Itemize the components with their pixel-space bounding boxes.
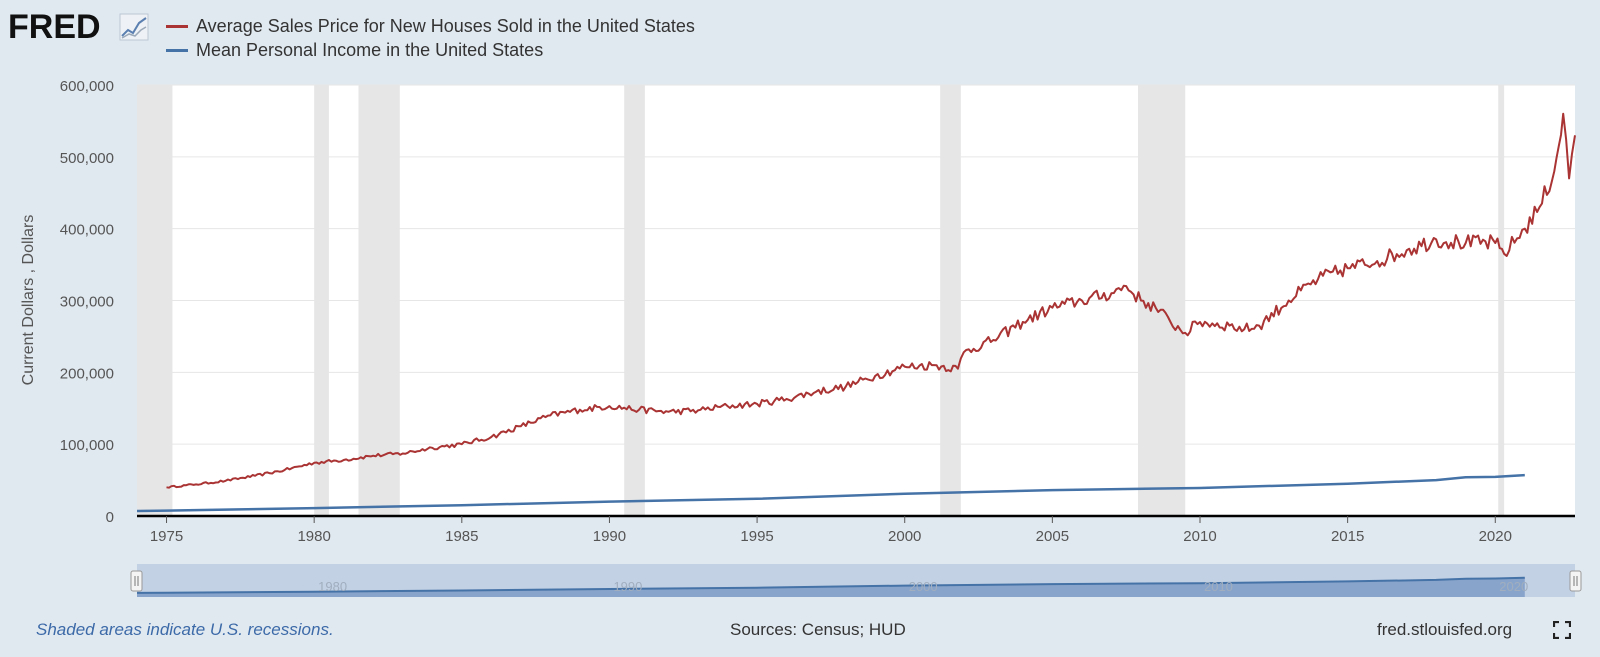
legend-label-house-price: Average Sales Price for New Houses Sold … [196, 15, 695, 36]
y-tick-label: 300,000 [60, 294, 114, 311]
y-axis-label: Current Dollars , Dollars [20, 215, 37, 386]
x-tick-label: 2015 [1331, 528, 1364, 545]
fred-logo-text: FRED [8, 8, 101, 44]
series-line-house-price[interactable] [166, 112, 1576, 489]
x-tick-label: 1975 [150, 528, 183, 545]
navigator-tick-label: 1990 [613, 579, 642, 594]
navigator-tick-label: 2020 [1499, 579, 1528, 594]
y-axis-ticks: 0 100,000 200,000 300,000 400,000 500,000 600,… [60, 78, 114, 526]
site-link[interactable]: fred.stlouisfed.org [1377, 620, 1513, 639]
y-tick-label: 400,000 [60, 222, 114, 239]
x-tick-label: 1995 [740, 528, 773, 545]
y-tick-label: 600,000 [60, 78, 114, 95]
series-lines [136, 112, 1576, 513]
series-line-personal-income[interactable] [136, 473, 1525, 513]
y-tick-label: 200,000 [60, 365, 114, 382]
navigator-line [136, 576, 1525, 594]
navigator-handle-right[interactable] [1569, 570, 1582, 592]
fred-logo[interactable]: FRED [8, 8, 153, 49]
legend-swatch-house-price [166, 24, 188, 28]
fred-chart-icon [119, 13, 149, 41]
y-tick-label: 100,000 [60, 437, 114, 454]
x-tick-label: 2020 [1479, 528, 1512, 545]
x-tick-label: 1985 [445, 528, 478, 545]
range-navigator[interactable]: 1980 1990 2000 2010 2020 [130, 564, 1582, 597]
legend-item-personal-income[interactable]: Mean Personal Income in the United State… [166, 38, 543, 62]
navigator-ticks: 1980 1990 2000 2010 2020 [318, 579, 1528, 594]
navigator-tick-label: 2010 [1204, 579, 1233, 594]
sources-text: Sources: Census; HUD [730, 620, 906, 639]
legend-swatch-personal-income [166, 48, 188, 52]
x-tick-label: 1980 [297, 528, 330, 545]
legend-label-personal-income: Mean Personal Income in the United State… [196, 39, 544, 60]
x-axis-ticks: 1975 1980 1985 1990 1995 2000 2005 2010 2015 2020 [150, 516, 1512, 545]
x-tick-label: 2010 [1183, 528, 1216, 545]
y-tick-label: 0 [106, 509, 114, 526]
x-tick-label: 2000 [888, 528, 921, 545]
x-tick-label: 1990 [593, 528, 626, 545]
x-tick-label: 2005 [1036, 528, 1069, 545]
grid-lines [137, 84, 1575, 445]
recession-note[interactable]: Shaded areas indicate U.S. recessions. [36, 620, 334, 639]
legend-item-house-price[interactable]: Average Sales Price for New Houses Sold … [166, 14, 695, 38]
line-chart[interactable]: 0 100,000 200,000 300,000 400,000 500,000 600,… [0, 0, 1600, 610]
fullscreen-icon[interactable] [1552, 620, 1572, 640]
navigator-tick-label: 2000 [909, 579, 938, 594]
navigator-tick-label: 1980 [318, 579, 347, 594]
y-tick-label: 500,000 [60, 150, 114, 167]
navigator-handle-left[interactable] [130, 570, 143, 592]
navigator-series [136, 576, 1525, 597]
